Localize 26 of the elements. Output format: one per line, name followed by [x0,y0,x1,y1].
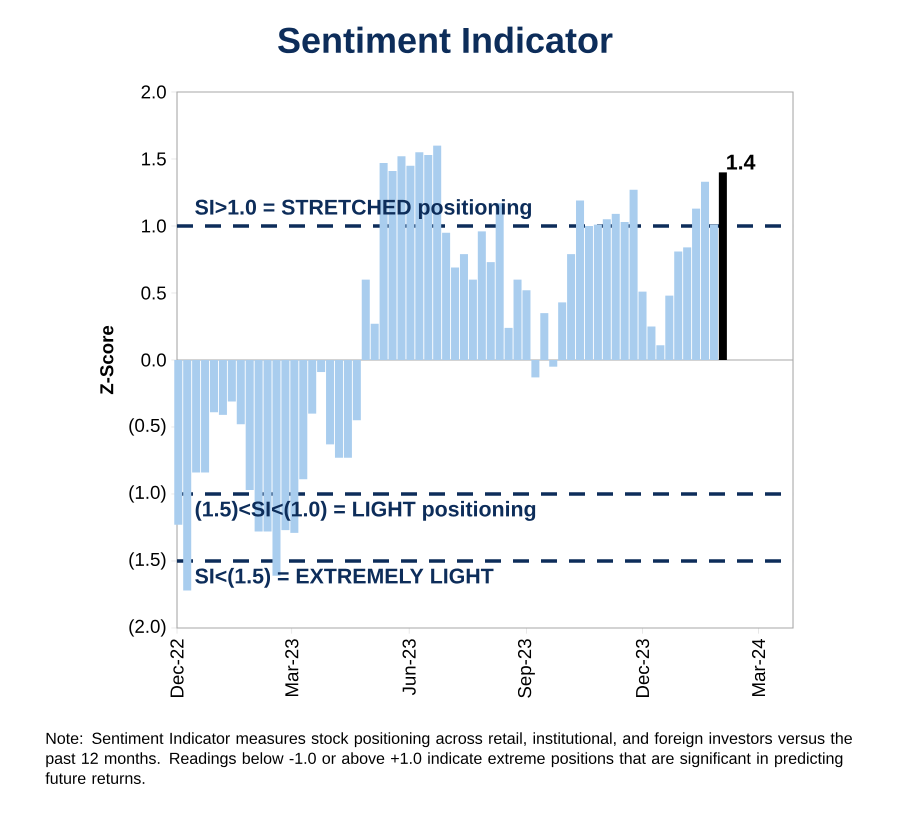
x-tick-label: Sep-23 [518,639,535,698]
y-axis-title: Z-Score [100,326,114,394]
x-tick-label: Dec-22 [170,639,184,698]
y-tick-label: 0.0 [141,353,166,367]
x-tick-label: Mar-24 [752,638,766,696]
ref-line-label: (1.5)<SI<(1.0) = LIGHT positioning [196,500,536,521]
bar [540,313,548,360]
ref-line-label: SI<(1.5) = EXTREMELY LIGHT [195,568,494,588]
y-tick-label: (1.5) [129,552,166,570]
y-tick-label: (0.5) [129,418,166,436]
y-tick-label: 2.0 [142,85,166,99]
x-tick-label: Mar-23 [285,639,298,696]
ref-line-label: SI>1.0 = STRETCHED positioning [195,199,532,220]
y-tick-label: 0.5 [141,286,166,300]
bar [531,360,540,378]
bar [549,360,558,367]
chart-title: Sentiment Indicator [278,26,612,54]
y-tick-label: (1.0) [129,485,166,503]
bar [718,172,727,360]
y-tick-label: (2.0) [129,619,166,637]
data-label: 1.4 [727,154,756,170]
text: Note: Sentiment Indicator measures stock positioning across retail, institutional, and foreign investors versus the past 12 months. Readings below -1.0 or above +1.0 indicate extreme positions that are significant in predicting future returns. [46,732,852,784]
x-tick-label: Jun-23 [402,639,416,696]
x-tick-label: Dec-23 [636,639,650,698]
y-tick-label: 1.0 [142,219,166,233]
y-tick-label: 1.5 [142,152,166,166]
